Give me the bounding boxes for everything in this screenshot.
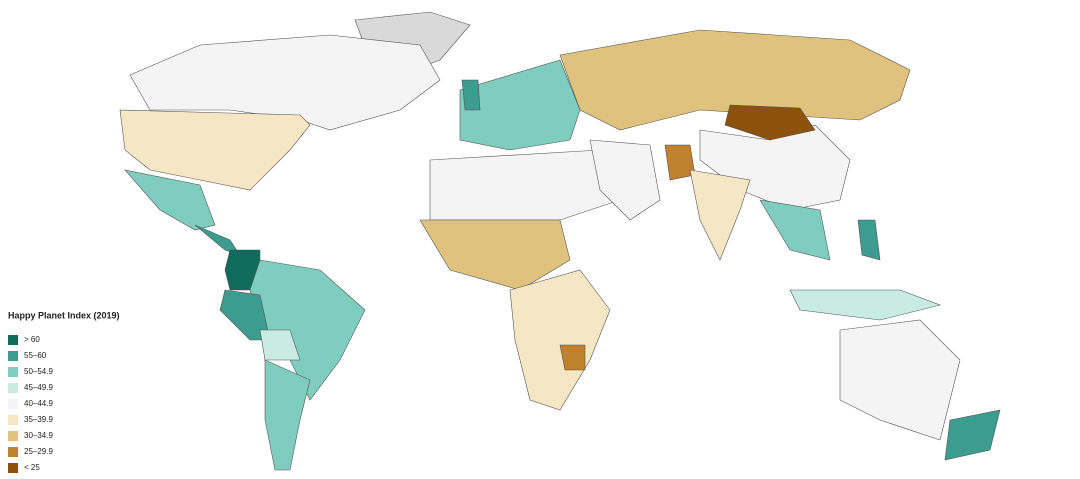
- legend-swatch: [8, 415, 18, 425]
- zimbabwe: [559, 344, 586, 371]
- southern-africa: [509, 269, 611, 411]
- legend-label: < 25: [24, 463, 40, 472]
- legend-label: 25–29.9: [24, 447, 53, 456]
- legend-label: 45–49.9: [24, 383, 53, 392]
- indonesia: [789, 289, 942, 321]
- india: [689, 169, 751, 261]
- legend-label: 30–34.9: [24, 431, 53, 440]
- legend-label: 50–54.9: [24, 367, 53, 376]
- afghanistan: [664, 144, 696, 181]
- legend-label: 55–60: [24, 351, 47, 360]
- europe: [459, 59, 581, 151]
- southeast-asia: [759, 199, 831, 261]
- legend-swatch: [8, 431, 18, 441]
- mongolia: [724, 104, 816, 141]
- legend-label: > 60: [24, 335, 40, 344]
- colombia: [224, 249, 261, 291]
- middle-east: [589, 139, 661, 221]
- legend-swatch: [8, 335, 18, 345]
- legend-swatch: [8, 383, 18, 393]
- legend-swatch: [8, 463, 18, 473]
- new-zealand: [944, 409, 1001, 461]
- legend-swatch: [8, 447, 18, 457]
- legend-swatch: [8, 367, 18, 377]
- west-africa: [419, 219, 571, 291]
- usa: [119, 109, 311, 191]
- argentina-chile: [264, 359, 311, 471]
- legend: Happy Planet Index (2019) > 60 55–60 50–54…: [8, 310, 120, 473]
- bolivia: [259, 329, 301, 361]
- mexico: [124, 169, 216, 231]
- uk: [461, 79, 481, 111]
- legend-swatch: [8, 399, 18, 409]
- peru: [219, 289, 271, 341]
- north-africa: [429, 149, 621, 221]
- legend-swatch: [8, 351, 18, 361]
- legend-label: 35–39.9: [24, 415, 53, 424]
- australia: [839, 319, 961, 441]
- philippines: [857, 219, 881, 261]
- russia: [559, 29, 911, 131]
- legend-title: Happy Planet Index (2019): [8, 310, 120, 320]
- legend-label: 40–44.9: [24, 399, 53, 408]
- countries: [119, 11, 1001, 471]
- canada: [129, 34, 441, 131]
